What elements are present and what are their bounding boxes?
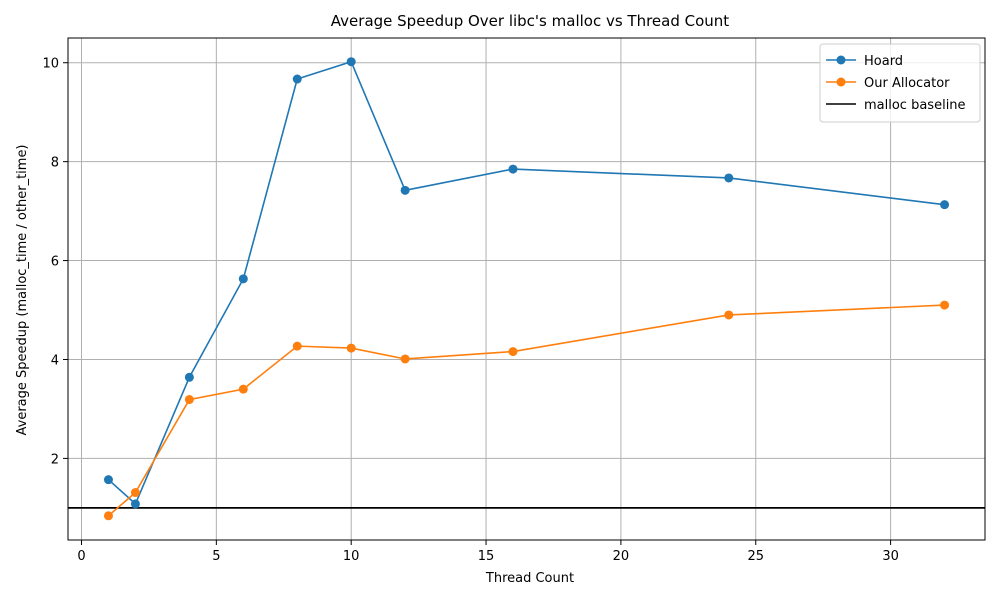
legend-entry-our-allocator: Our Allocator [826, 76, 950, 91]
data-point-our-allocator [724, 310, 734, 320]
data-point-hoard [238, 274, 248, 284]
x-tick-label: 20 [613, 549, 630, 564]
y-axis-ticks: 2 4 6 8 10 [42, 57, 68, 467]
legend: Hoard Our Allocator malloc baseline [819, 43, 981, 123]
x-tick-label: 0 [77, 549, 85, 564]
data-point-hoard [508, 164, 518, 174]
data-point-our-allocator [940, 300, 950, 310]
x-axis-ticks: 0 5 10 15 20 25 30 [77, 540, 899, 564]
series-hoard [103, 57, 950, 509]
plot-frame [67, 37, 986, 541]
data-point-our-allocator [103, 511, 113, 521]
legend-entry-hoard: Hoard [826, 54, 903, 69]
grid [68, 38, 985, 540]
legend-entry-malloc-baseline: malloc baseline [826, 98, 966, 113]
data-point-our-allocator [508, 347, 518, 357]
data-point-our-allocator [346, 343, 356, 353]
data-point-hoard [346, 57, 356, 67]
legend-label-hoard: Hoard [864, 54, 903, 69]
chart-title: Average Speedup Over libc's malloc vs Th… [331, 12, 730, 30]
y-tick-label: 4 [51, 353, 59, 368]
data-point-our-allocator [130, 488, 140, 498]
y-axis-label: Average Speedup (malloc_time / other_tim… [15, 144, 30, 435]
y-tick-label: 6 [51, 255, 59, 270]
legend-box [819, 43, 981, 123]
data-point-hoard [940, 200, 950, 210]
data-point-our-allocator [400, 354, 410, 364]
legend-label-malloc-baseline: malloc baseline [864, 98, 966, 113]
x-tick-label: 10 [343, 549, 360, 564]
data-point-our-allocator [238, 384, 248, 394]
data-point-our-allocator [184, 395, 194, 405]
y-tick-label: 10 [42, 57, 59, 72]
data-point-hoard [184, 372, 194, 382]
y-tick-label: 2 [51, 452, 59, 467]
series-line-our-allocator [107, 304, 945, 517]
series-line-hoard [107, 60, 945, 506]
legend-marker-hoard [836, 55, 846, 65]
series-layer [103, 57, 950, 521]
data-point-hoard [724, 173, 734, 183]
y-tick-label: 8 [51, 156, 59, 171]
legend-label-our-allocator: Our Allocator [864, 76, 950, 91]
series-our-allocator [103, 300, 950, 521]
x-tick-label: 5 [212, 549, 220, 564]
data-point-hoard [400, 185, 410, 195]
x-axis-label: Thread Count [485, 571, 574, 586]
legend-marker-our-allocator [836, 77, 846, 87]
x-tick-label: 30 [882, 549, 899, 564]
data-point-our-allocator [292, 341, 302, 351]
data-point-hoard [292, 74, 302, 84]
x-tick-label: 15 [478, 549, 495, 564]
data-point-hoard [103, 475, 113, 485]
data-point-hoard [130, 499, 140, 509]
x-tick-label: 25 [747, 549, 764, 564]
